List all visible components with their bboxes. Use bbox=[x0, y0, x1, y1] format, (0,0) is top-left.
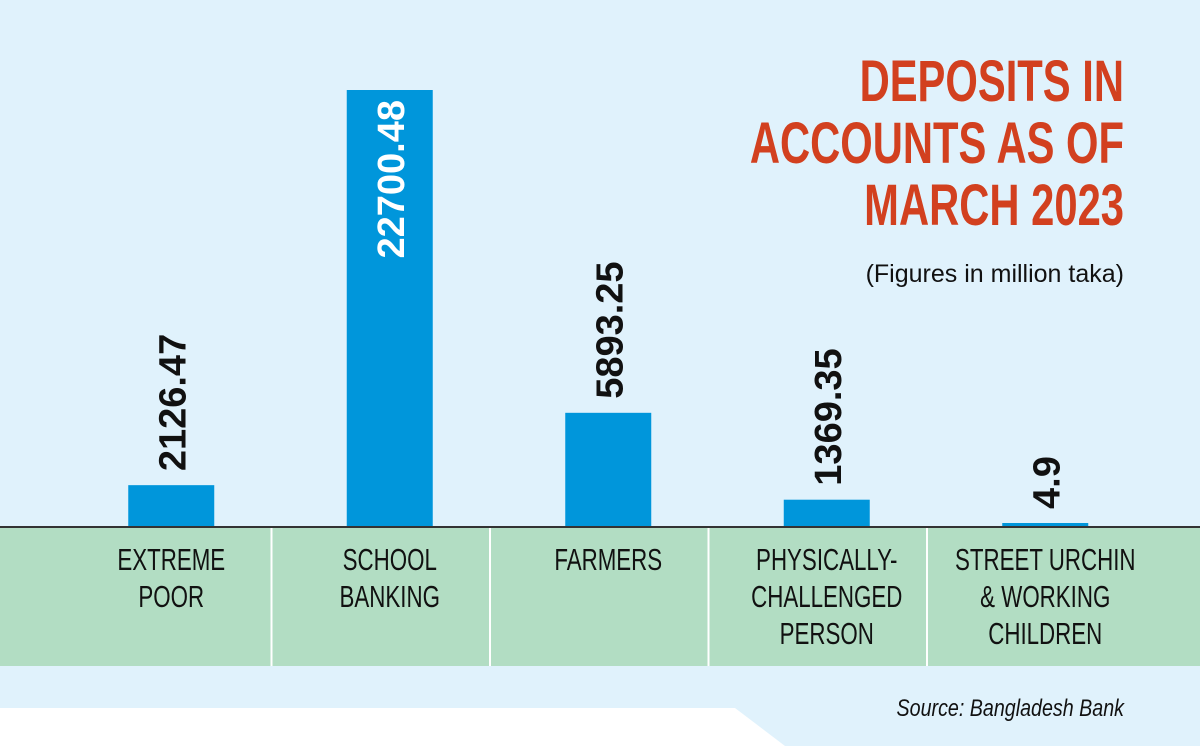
category-label: SCHOOL bbox=[343, 542, 437, 576]
chart-subtitle: (Figures in million taka) bbox=[866, 260, 1124, 288]
title-line-3: MARCH 2023 bbox=[864, 172, 1124, 237]
chart-title: DEPOSITS IN ACCOUNTS AS OF MARCH 2023 bbox=[750, 48, 1124, 237]
category-label: EXTREME bbox=[117, 542, 225, 576]
bar bbox=[346, 90, 433, 526]
title-line-1: DEPOSITS IN bbox=[860, 48, 1124, 113]
data-label: 4.9 bbox=[1026, 456, 1068, 509]
title-line-2: ACCOUNTS AS OF bbox=[750, 110, 1124, 175]
bar bbox=[1002, 523, 1089, 526]
data-label: 5893.25 bbox=[589, 261, 631, 398]
category-label: STREET URCHIN bbox=[955, 542, 1136, 576]
category-label: CHILDREN bbox=[988, 616, 1102, 650]
bar bbox=[783, 499, 870, 526]
category-label: POOR bbox=[138, 579, 204, 613]
category-label: FARMERS bbox=[554, 542, 662, 576]
bar bbox=[565, 412, 652, 526]
data-label: 22700.48 bbox=[371, 100, 413, 259]
data-label: 2126.47 bbox=[152, 334, 194, 471]
source-note: Source: Bangladesh Bank bbox=[897, 694, 1125, 721]
category-label: CHALLENGED bbox=[751, 579, 902, 613]
category-label: PERSON bbox=[780, 616, 874, 650]
category-band bbox=[0, 528, 1200, 666]
category-label: PHYSICALLY- bbox=[756, 542, 897, 576]
category-label: & WORKING bbox=[980, 579, 1110, 613]
white-corner-shape bbox=[0, 708, 785, 746]
category-label: BANKING bbox=[340, 579, 440, 613]
bar bbox=[128, 485, 215, 526]
data-label: 1369.35 bbox=[808, 348, 850, 485]
